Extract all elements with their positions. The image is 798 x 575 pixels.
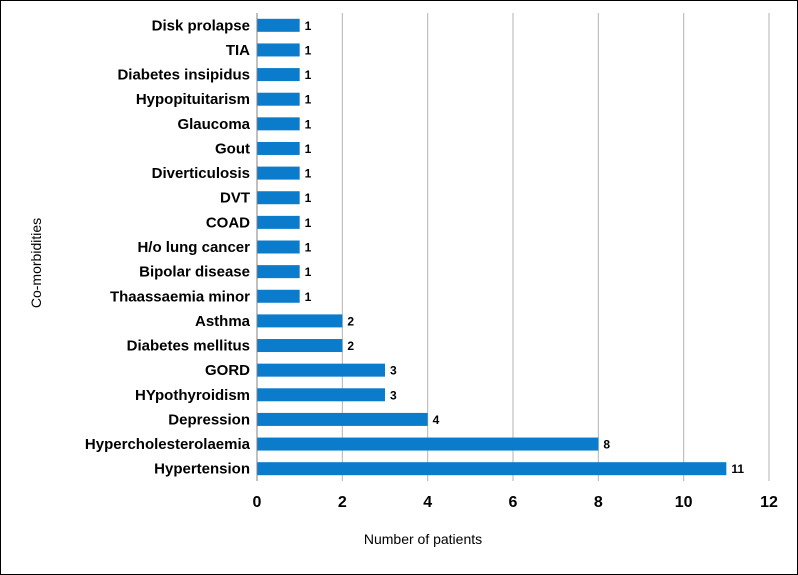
value-label: 1 <box>305 191 312 205</box>
value-label: 2 <box>347 314 354 328</box>
category-label: GORD <box>205 362 250 379</box>
category-label: Hypertension <box>154 461 250 478</box>
category-labels: Disk prolapse TIA Diabetes insipidus Hypopi… <box>85 17 251 477</box>
category-label: TIA <box>226 42 250 59</box>
x-tick-label: 12 <box>760 494 778 511</box>
value-label: 2 <box>347 339 354 353</box>
x-tick-label: 6 <box>509 494 518 511</box>
category-label: HYpothyroidism <box>135 387 250 404</box>
category-label: Diabetes insipidus <box>117 67 250 84</box>
value-label: 1 <box>305 265 312 279</box>
x-tick-label: 0 <box>253 494 262 511</box>
bar <box>257 68 300 82</box>
bar <box>257 314 343 328</box>
category-label: Diverticulosis <box>152 165 250 182</box>
bar <box>257 240 300 254</box>
value-label: 1 <box>305 19 312 33</box>
category-label: Thaassaemia minor <box>110 288 250 305</box>
x-tick-label: 2 <box>338 494 347 511</box>
bar <box>257 215 300 229</box>
x-tick-labels: 0 2 4 6 8 10 12 <box>253 494 778 511</box>
value-label: 1 <box>305 117 312 131</box>
bar <box>257 412 428 426</box>
value-label: 1 <box>305 167 312 181</box>
category-label: DVT <box>220 190 250 207</box>
bar <box>257 166 300 180</box>
category-label: Gout <box>215 140 250 157</box>
bar <box>257 141 300 155</box>
x-axis-title: Number of patients <box>364 531 482 547</box>
bar <box>257 462 727 476</box>
bar <box>257 388 385 402</box>
category-label: H/o lung cancer <box>137 239 250 256</box>
bar <box>257 437 599 451</box>
category-label: Hypercholesterolaemia <box>85 436 251 453</box>
bar <box>257 92 300 106</box>
bar <box>257 191 300 205</box>
category-label: Bipolar disease <box>139 264 250 281</box>
bar <box>257 117 300 131</box>
value-label: 1 <box>305 93 312 107</box>
value-label: 1 <box>305 241 312 255</box>
value-label: 8 <box>603 438 610 452</box>
value-label: 4 <box>433 413 440 427</box>
category-label: Glaucoma <box>177 116 250 133</box>
bar <box>257 289 300 303</box>
value-label: 1 <box>305 142 312 156</box>
value-label: 3 <box>390 364 397 378</box>
bar <box>257 18 300 32</box>
gridlines <box>341 13 770 481</box>
value-label: 1 <box>305 43 312 57</box>
category-label: Diabetes mellitus <box>127 338 250 355</box>
value-label: 1 <box>305 290 312 304</box>
bar <box>257 339 343 353</box>
category-label: Hypopituitarism <box>136 91 250 108</box>
x-tick-label: 8 <box>594 494 603 511</box>
value-label: 1 <box>305 68 312 82</box>
category-label: Disk prolapse <box>152 17 250 34</box>
bar <box>257 43 300 57</box>
value-label: 3 <box>390 388 397 402</box>
value-label: 1 <box>305 216 312 230</box>
x-tick-label: 4 <box>423 494 432 511</box>
y-axis-title: Co-morbidities <box>28 218 44 308</box>
value-label: 11 <box>731 462 744 476</box>
category-label: Depression <box>168 411 250 428</box>
bar <box>257 265 300 279</box>
bar <box>257 363 385 377</box>
bars <box>257 18 727 476</box>
category-label: Asthma <box>195 313 251 330</box>
category-label: COAD <box>206 214 250 231</box>
x-tick-label: 10 <box>675 494 693 511</box>
